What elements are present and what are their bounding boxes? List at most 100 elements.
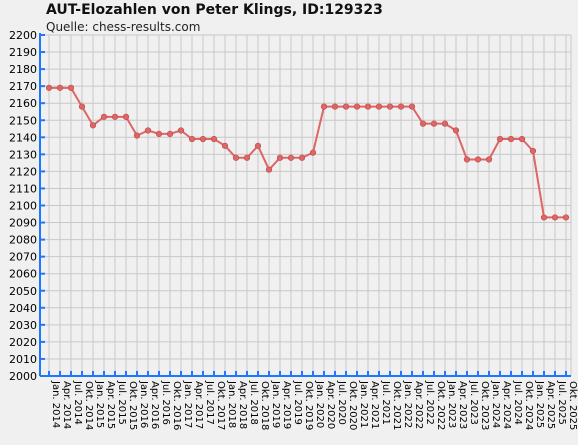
x-tick-label: Jan. 2024 — [490, 380, 501, 428]
data-point — [221, 142, 229, 149]
x-tick-label: Jul. 2025 — [556, 380, 567, 425]
data-point — [111, 113, 119, 120]
data-point — [243, 154, 251, 161]
data-point — [430, 120, 438, 127]
x-tick-label: Jan. 2025 — [534, 380, 545, 428]
x-tick-label: Apr. 2017 — [193, 381, 204, 429]
x-tick-label: Okt. 2019 — [303, 381, 314, 430]
data-point — [408, 103, 416, 110]
y-tick-label: 2070 — [9, 251, 37, 264]
data-point — [210, 135, 218, 143]
x-tick-label: Apr. 2018 — [237, 381, 248, 429]
y-tick-label: 2120 — [9, 165, 37, 178]
x-tick-label: Jan. 2020 — [314, 380, 325, 428]
data-point — [320, 103, 328, 110]
y-tick-label: 2200 — [9, 29, 37, 42]
data-point — [331, 103, 339, 110]
x-tick-label: Jan. 2014 — [50, 380, 61, 428]
data-point — [155, 130, 163, 137]
x-tick-label: Jul. 2020 — [336, 380, 347, 425]
x-tick-label: Jan. 2016 — [138, 380, 149, 428]
data-point — [551, 214, 559, 221]
y-tick-label: 2110 — [9, 182, 37, 195]
y-tick-label: 2190 — [9, 46, 37, 59]
x-tick-label: Okt. 2015 — [127, 381, 138, 430]
data-point — [386, 103, 394, 110]
x-tick-label: Jul. 2018 — [248, 380, 259, 425]
y-tick-label: 2180 — [9, 63, 37, 76]
data-point — [540, 214, 548, 221]
x-tick-label: Okt. 2017 — [215, 381, 226, 430]
y-tick-label: 2050 — [9, 285, 37, 298]
x-tick-label: Jan. 2022 — [402, 380, 413, 428]
y-tick-label: 2090 — [9, 217, 37, 230]
y-tick-label: 2080 — [9, 234, 37, 247]
x-tick-label: Jul. 2023 — [468, 380, 479, 425]
data-point — [375, 103, 383, 110]
data-point — [232, 154, 240, 161]
x-tick-label: Jan. 2023 — [446, 380, 457, 428]
data-point — [67, 84, 75, 91]
x-tick-label: Apr. 2014 — [61, 381, 72, 429]
x-tick-label: Jan. 2017 — [182, 380, 193, 428]
x-tick-label: Apr. 2021 — [369, 381, 380, 429]
data-point — [89, 122, 97, 129]
data-point — [309, 149, 317, 156]
data-point — [144, 127, 152, 134]
data-point — [452, 127, 460, 134]
x-tick-label: Jul. 2024 — [512, 380, 523, 425]
x-tick-label: Okt. 2023 — [479, 381, 490, 430]
data-point — [177, 127, 185, 134]
x-tick-label: Okt. 2014 — [83, 381, 94, 430]
data-point — [562, 214, 570, 221]
x-tick-label: Jul. 2016 — [160, 380, 171, 425]
x-tick-label: Okt. 2016 — [171, 381, 182, 430]
data-point — [507, 135, 515, 143]
data-point — [122, 113, 130, 120]
chart-title: AUT-Elozahlen von Peter Klings, ID:12932… — [46, 2, 383, 18]
x-tick-label: Jul. 2017 — [204, 380, 215, 425]
y-tick-label: 2150 — [9, 114, 37, 127]
data-point — [518, 135, 526, 143]
x-tick-label: Okt. 2020 — [347, 381, 358, 430]
x-tick-label: Jul. 2022 — [424, 380, 435, 425]
x-tick-label: Okt. 2018 — [259, 381, 270, 430]
y-tick-label: 2100 — [9, 200, 37, 213]
y-tick-label: 2000 — [9, 370, 37, 383]
data-point — [463, 156, 471, 163]
x-tick-label: Apr. 2023 — [457, 381, 468, 429]
data-point — [100, 113, 108, 120]
x-tick-label: Okt. 2025 — [567, 381, 578, 430]
data-point — [265, 166, 273, 173]
data-point — [166, 130, 174, 137]
x-tick-label: Apr. 2015 — [105, 381, 116, 429]
x-tick-label: Jul. 2021 — [380, 380, 391, 425]
y-tick-label: 2010 — [9, 353, 37, 366]
data-point — [474, 156, 482, 163]
data-point — [298, 154, 306, 161]
x-tick-label: Jul. 2014 — [72, 380, 83, 425]
x-tick-label: Apr. 2024 — [501, 381, 512, 429]
y-tick-label: 2030 — [9, 319, 37, 332]
y-tick-label: 2040 — [9, 302, 37, 315]
x-tick-label: Okt. 2024 — [523, 381, 534, 430]
x-tick-label: Okt. 2022 — [435, 381, 446, 430]
data-point — [45, 84, 53, 91]
data-point — [529, 147, 537, 155]
x-tick-label: Apr. 2016 — [149, 381, 160, 429]
data-point — [342, 103, 350, 110]
data-point — [287, 154, 295, 161]
x-tick-label: Apr. 2025 — [545, 381, 556, 429]
x-tick-label: Jul. 2019 — [292, 380, 303, 425]
y-tick-label: 2130 — [9, 148, 37, 161]
x-tick-label: Jul. 2015 — [116, 380, 127, 425]
x-tick-label: Okt. 2021 — [391, 381, 402, 430]
y-tick-label: 2160 — [9, 97, 37, 110]
data-point — [441, 120, 449, 127]
x-tick-label: Apr. 2022 — [413, 381, 424, 429]
y-tick-label: 2060 — [9, 268, 37, 281]
x-tick-label: Jan. 2019 — [270, 380, 281, 428]
data-point — [199, 135, 207, 143]
